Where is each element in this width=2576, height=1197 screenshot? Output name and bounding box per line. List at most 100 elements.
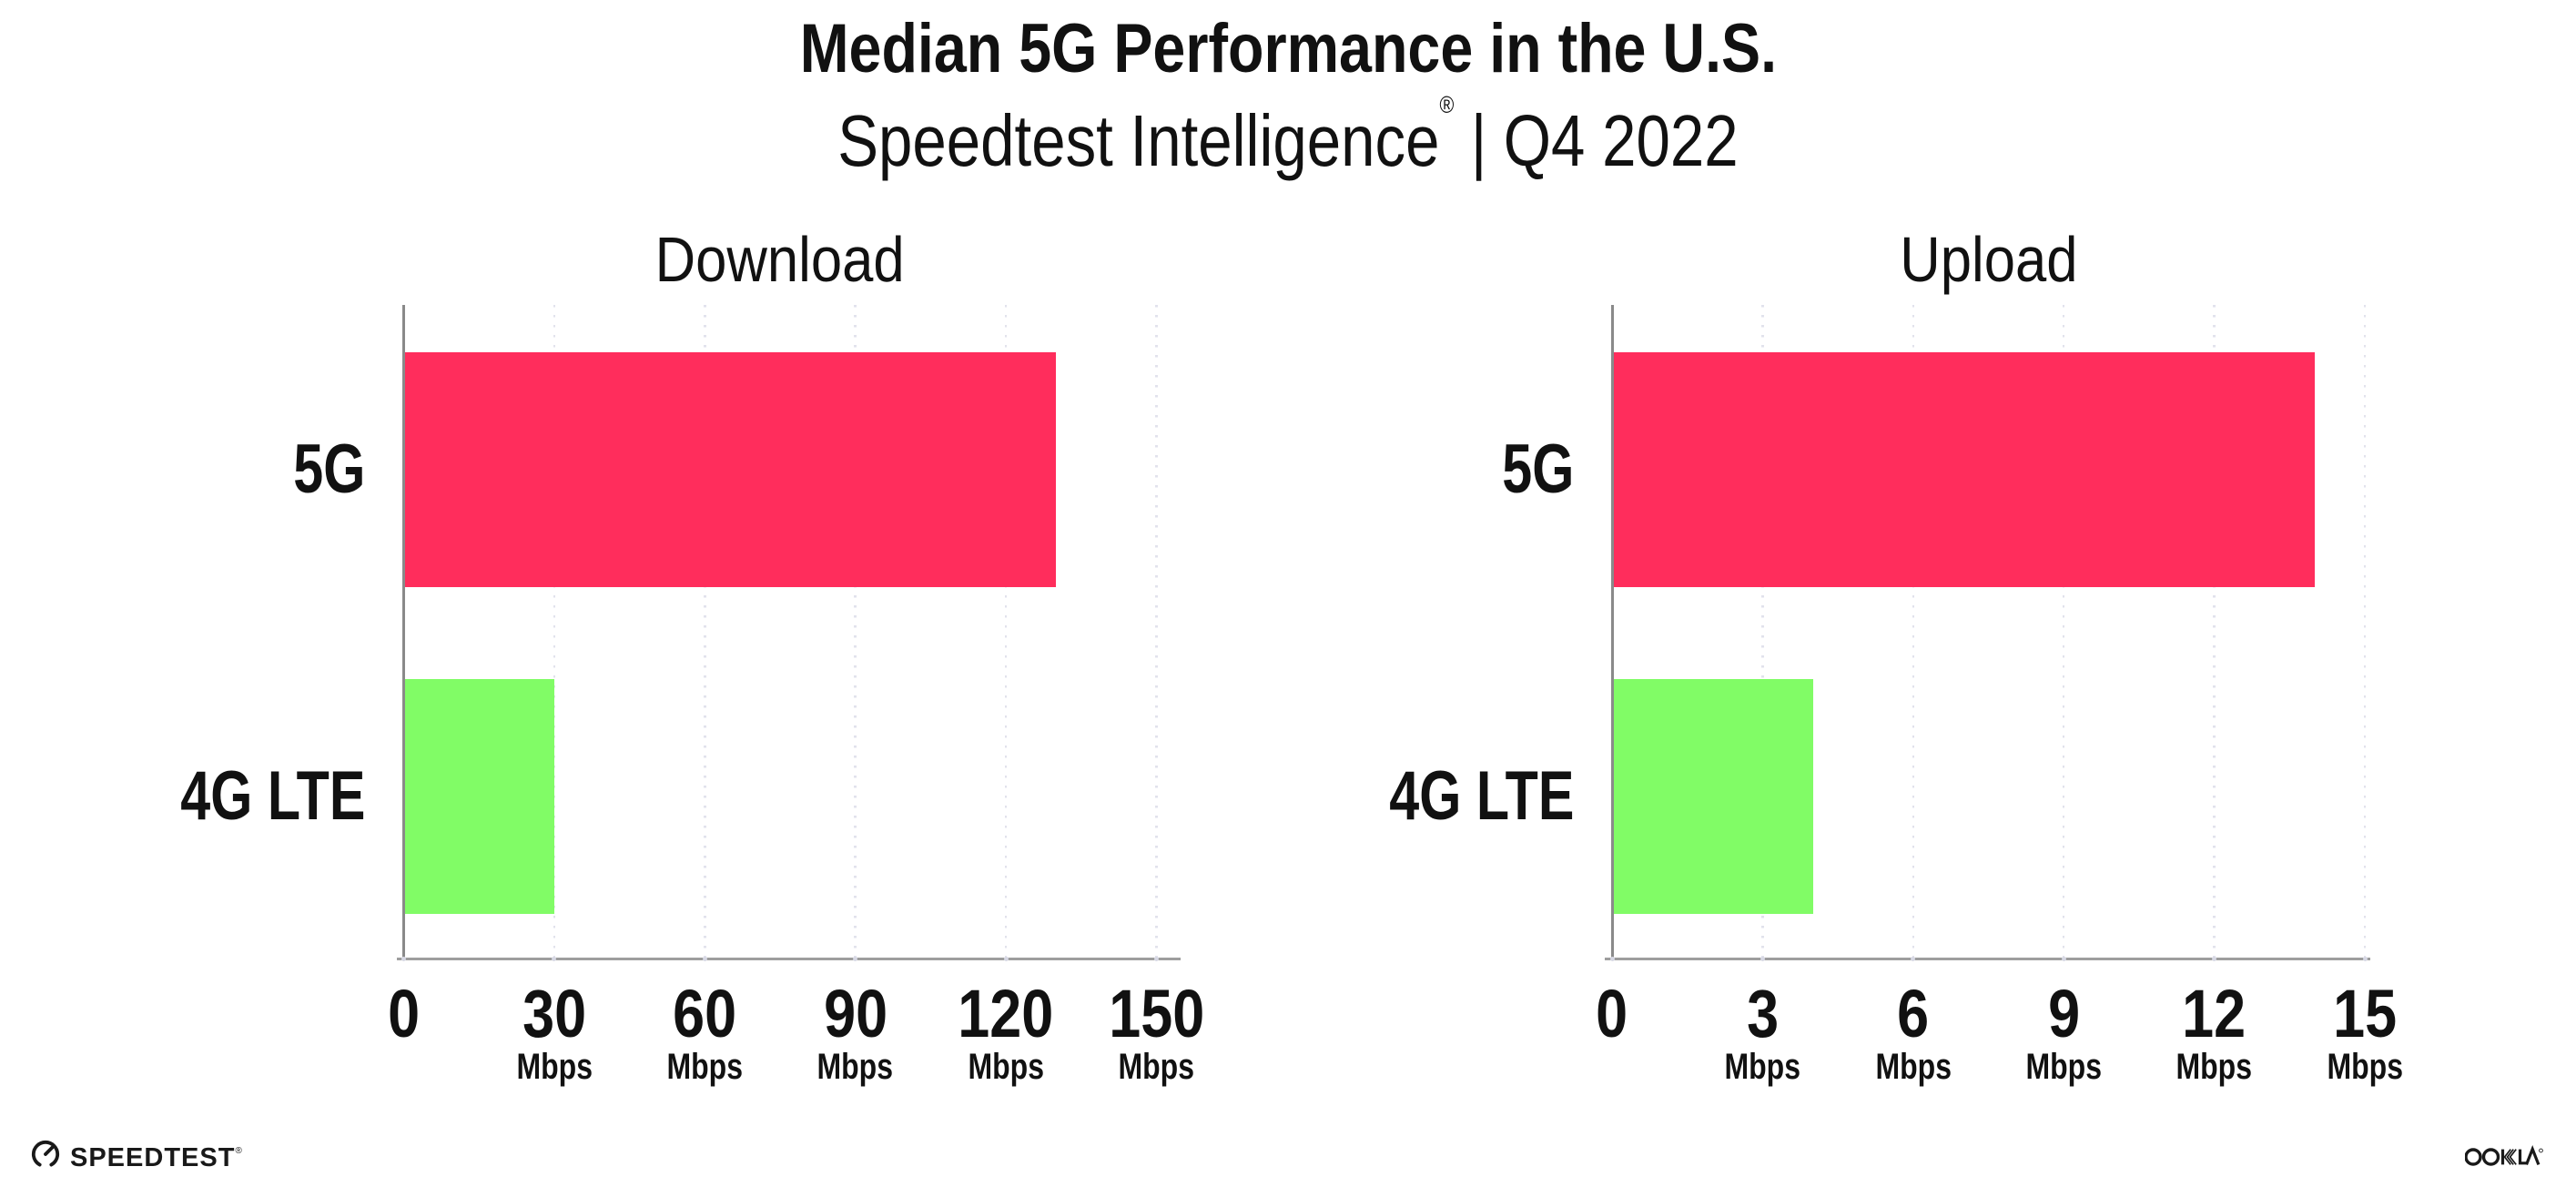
tick-label-text: 120 xyxy=(958,976,1054,1051)
tick-unit-text: Mbps xyxy=(516,1047,593,1087)
category-label-text: 4G LTE xyxy=(1388,757,1574,835)
tick-unit-label: Mbps xyxy=(1813,1049,2013,1085)
tick-label-0: 0 xyxy=(304,980,504,1048)
axis-tick-dot xyxy=(1154,956,1159,961)
tick-label-text: 6 xyxy=(1897,976,1930,1051)
axis-tick-dot xyxy=(1760,956,1765,961)
y-axis-line xyxy=(1610,305,1614,959)
tick-unit-text: Mbps xyxy=(2025,1047,2102,1087)
gridline-150 xyxy=(1155,305,1158,959)
tick-unit-label: Mbps xyxy=(604,1049,805,1085)
speedtest-gauge-icon xyxy=(31,1140,60,1169)
tick-unit-label: Mbps xyxy=(756,1049,956,1085)
tick-unit-text: Mbps xyxy=(666,1047,744,1087)
tick-label-90: 90 xyxy=(756,980,956,1048)
axis-tick-dot xyxy=(2061,956,2066,961)
tick-unit-text: Mbps xyxy=(1875,1047,1952,1087)
page-subtitle: Speedtest Intelligence® | Q4 2022 xyxy=(0,93,2576,181)
category-label-5g: 5G xyxy=(1482,429,1574,511)
tick-unit-label: Mbps xyxy=(906,1049,1106,1085)
gridline-15 xyxy=(2363,305,2367,959)
subtitle-period: Q4 2022 xyxy=(1503,100,1739,181)
page-title: Median 5G Performance in the U.S. xyxy=(0,11,2576,87)
speedtest-logo: SPEEDTEST® xyxy=(30,1138,243,1172)
tick-label-150: 150 xyxy=(1057,980,1257,1048)
chart-title-text: Download xyxy=(655,224,905,295)
tick-unit-label: Mbps xyxy=(1057,1049,1257,1085)
ookla-letter-k xyxy=(2500,1149,2517,1165)
ookla-letter-a xyxy=(2525,1145,2541,1165)
category-label-4g-lte: 4G LTE xyxy=(1337,756,1574,837)
gridline-12 xyxy=(2213,305,2216,959)
axis-tick-dot xyxy=(853,956,858,961)
ookla-letter-l xyxy=(2518,1149,2526,1165)
category-label-5g: 5G xyxy=(273,429,365,511)
axis-tick-dot xyxy=(401,956,406,961)
bar-4g-lte xyxy=(405,679,554,914)
axis-tick-dot xyxy=(1911,956,1916,961)
gridline-9 xyxy=(2062,305,2065,959)
x-axis-line xyxy=(1605,957,2370,960)
tick-label-text: 60 xyxy=(673,976,737,1051)
speedtest-wordmark: SPEEDTEST® xyxy=(70,1142,243,1172)
gridline-3 xyxy=(1761,305,1764,959)
tick-unit-text: Mbps xyxy=(1118,1047,1195,1087)
tick-label-text: 90 xyxy=(823,976,887,1051)
tick-label-3: 3 xyxy=(1662,980,1862,1048)
tick-label-text: 3 xyxy=(1746,976,1779,1051)
gridline-6 xyxy=(1912,305,1915,959)
tick-unit-text: Mbps xyxy=(2327,1047,2403,1087)
tick-unit-label: Mbps xyxy=(1963,1049,2164,1085)
axis-tick-dot xyxy=(702,956,707,961)
page-title-text: Median 5G Performance in the U.S. xyxy=(799,10,1777,87)
axis-tick-dot xyxy=(2212,956,2217,961)
speedtest-registered-mark-icon: ® xyxy=(235,1145,243,1156)
category-label-4g-lte: 4G LTE xyxy=(128,756,365,837)
tick-label-0: 0 xyxy=(1512,980,1712,1048)
tick-label-120: 120 xyxy=(906,980,1106,1048)
tick-unit-text: Mbps xyxy=(968,1047,1044,1087)
tick-label-9: 9 xyxy=(1963,980,2164,1048)
tick-unit-label: Mbps xyxy=(1662,1049,1862,1085)
gridline-90 xyxy=(854,305,857,959)
tick-label-text: 9 xyxy=(2047,976,2080,1051)
tick-label-60: 60 xyxy=(604,980,805,1048)
category-label-text: 5G xyxy=(293,431,366,508)
y-axis-line xyxy=(402,305,405,959)
bar-4g-lte xyxy=(1613,679,1813,914)
category-label-text: 4G LTE xyxy=(180,757,366,835)
tick-label-15: 15 xyxy=(2265,980,2465,1048)
tick-label-text: 0 xyxy=(1596,976,1628,1051)
ookla-logo xyxy=(2465,1145,2543,1166)
tick-label-6: 6 xyxy=(1813,980,2013,1048)
gridline-30 xyxy=(553,305,556,959)
gridline-60 xyxy=(704,305,706,959)
chart-title-download: Download xyxy=(416,228,1144,291)
tick-unit-label: Mbps xyxy=(2265,1049,2465,1085)
subtitle-brand: Speedtest Intelligence xyxy=(837,100,1440,181)
ookla-letter-o2 xyxy=(2481,1148,2500,1166)
chart-title-upload: Upload xyxy=(1625,228,2353,291)
axis-tick-dot xyxy=(2362,956,2368,961)
bar-5g xyxy=(1613,352,2315,587)
tick-unit-text: Mbps xyxy=(816,1047,894,1087)
tick-label-text: 0 xyxy=(388,976,420,1051)
category-label-text: 5G xyxy=(1501,431,1574,508)
chart-title-text: Upload xyxy=(1899,224,2078,295)
axis-tick-dot xyxy=(552,956,557,961)
tick-label-12: 12 xyxy=(2115,980,2315,1048)
tick-unit-text: Mbps xyxy=(2175,1047,2253,1087)
bar-5g xyxy=(405,352,1057,587)
gridline-120 xyxy=(1004,305,1008,959)
ookla-letter-o1 xyxy=(2465,1148,2482,1166)
tick-label-30: 30 xyxy=(454,980,654,1048)
ookla-registered-mark-icon xyxy=(2539,1148,2543,1153)
tick-label-text: 15 xyxy=(2333,976,2397,1051)
tick-label-text: 12 xyxy=(2182,976,2246,1051)
tick-unit-text: Mbps xyxy=(1724,1047,1801,1087)
axis-tick-dot xyxy=(1609,956,1615,961)
x-axis-line xyxy=(396,957,1181,960)
tick-unit-label: Mbps xyxy=(454,1049,654,1085)
